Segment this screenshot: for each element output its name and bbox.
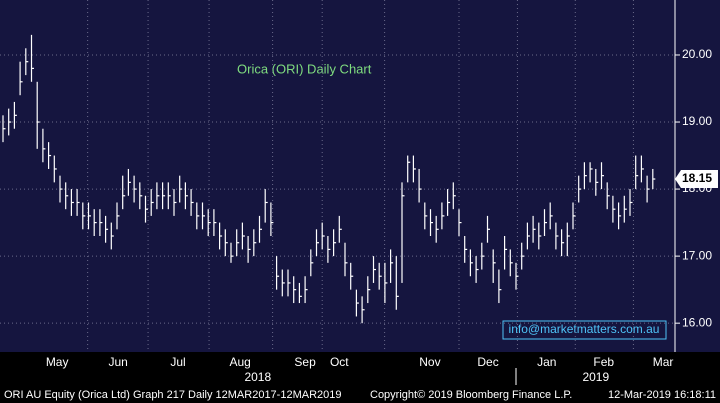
- plot-background: [0, 0, 720, 352]
- x-tick-label: Jun: [108, 355, 127, 369]
- x-tick-label: Jul: [170, 355, 185, 369]
- x-tick-label: Jan: [537, 355, 556, 369]
- year-label: 2018: [244, 370, 271, 384]
- last-price-label: 18.15: [682, 171, 712, 185]
- x-tick-label: Aug: [229, 355, 250, 369]
- x-tick-label: Nov: [419, 355, 440, 369]
- x-tick-label: Sep: [294, 355, 316, 369]
- x-tick-label: Oct: [330, 355, 349, 369]
- x-tick-label: Dec: [477, 355, 498, 369]
- x-tick-label: Feb: [593, 355, 614, 369]
- watermark-box: [502, 320, 667, 340]
- y-tick-label: 20.00: [682, 47, 712, 61]
- y-tick-label: 17.00: [682, 248, 712, 262]
- y-tick-label: 16.00: [682, 315, 712, 329]
- x-tick-label: May: [46, 355, 69, 369]
- x-axis-band: [0, 352, 720, 385]
- y-tick-label: 19.00: [682, 114, 712, 128]
- x-tick-label: Mar: [653, 355, 674, 369]
- footer-left: ORI AU Equity (Orica Ltd) Graph 217 Dail…: [4, 389, 342, 401]
- year-label: 2019: [582, 370, 609, 384]
- footer-right: 12-Mar-2019 16:18:11: [608, 389, 716, 401]
- footer-center: Copyright© 2019 Bloomberg Finance L.P.: [370, 389, 572, 401]
- last-price-box: [675, 170, 718, 189]
- watermark: info@marketmatters.com.au: [509, 322, 660, 336]
- chart-title: Orica (ORI) Daily Chart: [237, 61, 372, 76]
